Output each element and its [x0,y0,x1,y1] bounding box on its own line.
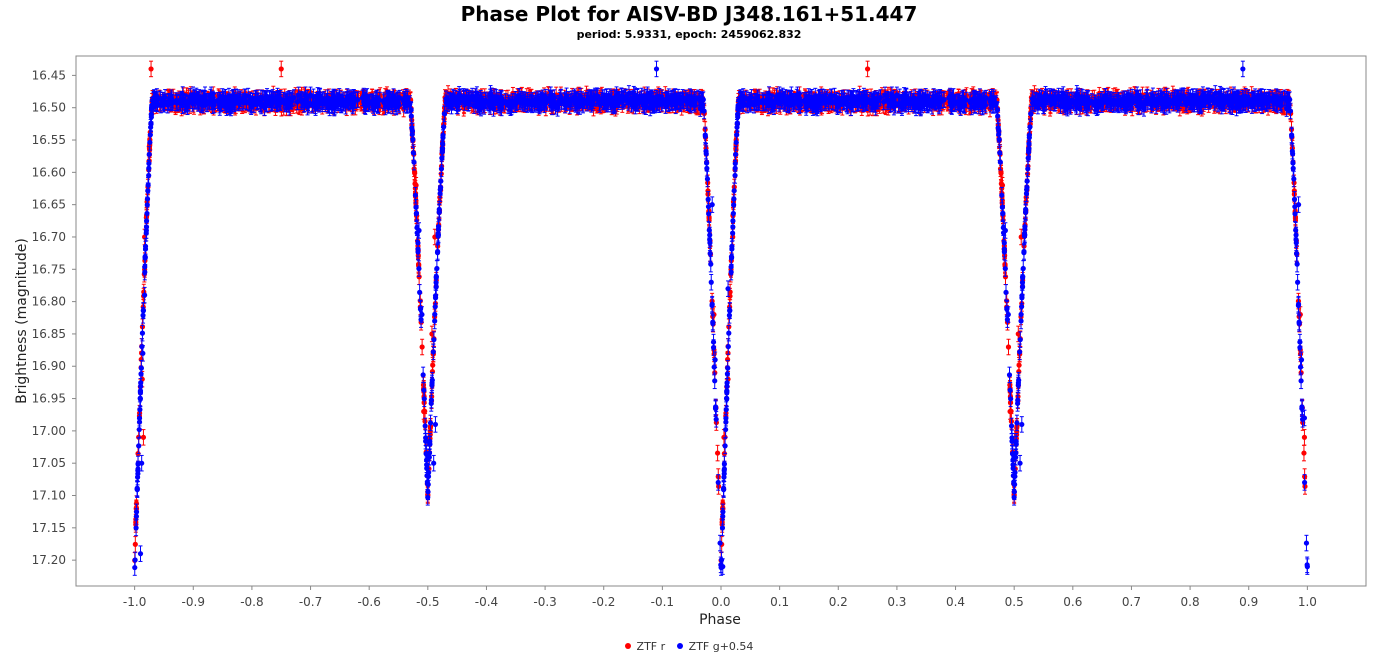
x-tick-label: -0.2 [592,595,615,609]
y-tick-label: 16.80 [32,295,66,309]
x-tick-label: 1.0 [1298,595,1317,609]
legend-dot-blue-icon [676,643,683,649]
x-tick-label: 0.5 [1005,595,1024,609]
y-axis-label: Brightness (magnitude) [14,238,30,404]
legend: ZTF r ZTF g+0.54 [0,639,1378,653]
x-tick-label: -0.4 [475,595,498,609]
y-tick-label: 16.75 [32,262,66,276]
y-tick-label: 17.00 [32,424,66,438]
y-tick-label: 17.10 [32,489,66,503]
x-tick-label: -1.0 [123,595,146,609]
x-tick-label: 0.7 [1122,595,1141,609]
y-tick-label: 16.65 [32,198,66,212]
data-points [132,60,1310,576]
x-axis: -1.0 -0.9 -0.8 -0.7 -0.6 -0.5 -0.4 -0.3 -0.2 -0.1… [123,586,1317,609]
chart-subtitle: period: 5.9331, epoch: 2459062.832 [576,28,802,41]
x-tick-label: -0.1 [651,595,674,609]
x-tick-label: 0.9 [1239,595,1258,609]
x-tick-label: 0.8 [1181,595,1200,609]
x-axis-label: Phase [699,612,741,628]
y-tick-label: 17.15 [32,521,66,535]
y-tick-label: 16.85 [32,327,66,341]
plot-area [75,55,1367,587]
legend-dot-red-icon [624,643,631,649]
y-tick-label: 16.95 [32,392,66,406]
x-tick-label: -0.9 [182,595,205,609]
y-tick-label: 17.20 [32,553,66,567]
x-tick-label: 0.4 [946,595,965,609]
x-tick-label: 0.1 [770,595,789,609]
x-tick-label: -0.3 [533,595,556,609]
y-tick-label: 16.55 [32,133,66,147]
legend-item-ztf-g: ZTF g+0.54 [676,639,754,653]
x-tick-label: 0.2 [829,595,848,609]
x-tick-label: -0.8 [240,595,263,609]
chart-title: Phase Plot for AISV-BD J348.161+51.447 [460,2,918,26]
legend-item-ztf-r: ZTF r [624,639,666,653]
y-axis: 16.45 16.50 16.55 16.60 16.65 16.70 16.75 16.80… [32,68,76,567]
y-tick-label: 16.70 [32,230,66,244]
legend-label-ztf-r: ZTF r [636,639,666,653]
x-tick-label: -0.7 [299,595,322,609]
y-tick-label: 16.90 [32,359,66,373]
y-tick-label: 16.50 [32,101,66,115]
phase-plot: 16.45 16.50 16.55 16.60 16.65 16.70 16.75 16.80… [14,55,1367,628]
y-tick-label: 16.45 [32,68,66,82]
y-tick-label: 16.60 [32,165,66,179]
x-tick-label: -0.6 [357,595,380,609]
x-tick-label: 0.3 [887,595,906,609]
x-tick-label: 0.6 [1063,595,1082,609]
x-tick-label: 0.0 [711,595,730,609]
x-tick-label: -0.5 [416,595,439,609]
legend-label-ztf-g: ZTF g+0.54 [688,639,754,653]
y-tick-label: 17.05 [32,456,66,470]
